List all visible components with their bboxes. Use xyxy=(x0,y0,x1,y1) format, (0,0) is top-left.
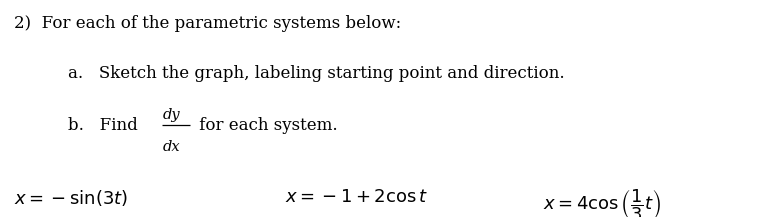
Text: b.   Find: b. Find xyxy=(68,117,143,134)
Text: dy: dy xyxy=(162,108,180,123)
Text: a.   Sketch the graph, labeling starting point and direction.: a. Sketch the graph, labeling starting p… xyxy=(68,65,565,82)
Text: for each system.: for each system. xyxy=(194,117,338,134)
Text: dx: dx xyxy=(162,140,180,154)
Text: 2)  For each of the parametric systems below:: 2) For each of the parametric systems be… xyxy=(14,15,401,32)
Text: $x = -1 + 2\cos t$: $x = -1 + 2\cos t$ xyxy=(285,188,428,206)
Text: $x = -\sin(3t)$: $x = -\sin(3t)$ xyxy=(14,188,128,208)
Text: $x = 4\cos\left(\dfrac{1}{3}t\right)$: $x = 4\cos\left(\dfrac{1}{3}t\right)$ xyxy=(543,188,661,217)
